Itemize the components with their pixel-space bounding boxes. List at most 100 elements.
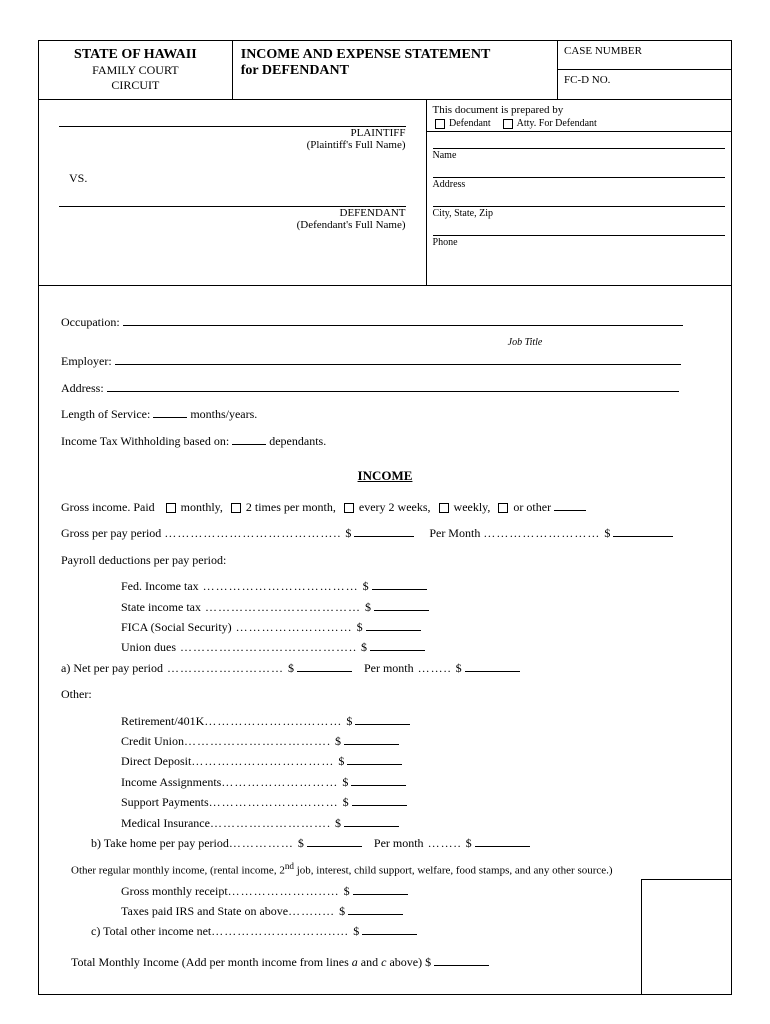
medical-input[interactable] [344, 826, 399, 827]
fica-row: FICA (Social Security) ……………………… $ [121, 617, 709, 637]
fed-row: Fed. Income tax ……………………………… $ [121, 576, 709, 596]
gross-monthly-input[interactable] [353, 894, 408, 895]
name-label: Name [427, 149, 731, 163]
job-title-label: Job Title [341, 334, 709, 351]
gross-monthly-row: Gross monthly receipt…………………..… $ [121, 881, 709, 901]
other-label: or other [513, 500, 551, 514]
deductions-header: Payroll deductions per pay period: [61, 550, 709, 570]
withholding-row: Income Tax Withholding based on: dependa… [61, 431, 709, 451]
dots2: ……………………… [483, 526, 604, 540]
plaintiff-label: PLAINTIFF [49, 127, 406, 139]
occupation-input[interactable] [123, 325, 683, 326]
employer-row: Employer: [61, 351, 709, 371]
state-name: STATE OF HAWAII [47, 47, 224, 63]
parties-row: PLAINTIFF (Plaintiff's Full Name) VS. DE… [39, 100, 731, 286]
income-assign-row: Income Assignments……………………… $ [121, 772, 709, 792]
net-a-pm-input[interactable] [465, 671, 520, 672]
vs-label: VS. [69, 171, 416, 186]
retirement-row: Retirement/401K…………………..……… $ [121, 711, 709, 731]
checkbox-twice[interactable] [231, 503, 241, 513]
defendant-full: (Defendant's Full Name) [49, 219, 406, 231]
every2-label: every 2 weeks, [359, 500, 431, 514]
state-row: State income tax ……………………………… $ [121, 597, 709, 617]
per-month-input[interactable] [613, 536, 673, 537]
credit-union-input[interactable] [344, 744, 399, 745]
checkbox-weekly[interactable] [439, 503, 449, 513]
preparer-cell: This document is prepared by Defendant A… [427, 100, 731, 285]
weekly-label: weekly, [454, 500, 491, 514]
gross-per-input[interactable] [354, 536, 414, 537]
total-monthly-row: Total Monthly Income (Add per month inco… [71, 952, 709, 972]
prepared-by-label: This document is prepared by [427, 100, 731, 118]
opt-atty: Atty. For Defendant [517, 118, 597, 129]
phone-label: Phone [427, 236, 731, 250]
checkbox-every2[interactable] [344, 503, 354, 513]
checkbox-other[interactable] [498, 503, 508, 513]
gross-per-label: Gross per pay period [61, 526, 161, 540]
other-input[interactable] [554, 510, 586, 511]
form-title-1: INCOME AND EXPENSE STATEMENT [241, 47, 549, 63]
direct-deposit-row: Direct Deposit…………………………… $ [121, 751, 709, 771]
gross-paid-row: Gross income. Paid monthly, 2 times per … [61, 497, 709, 517]
twice-label: 2 times per month, [246, 500, 336, 514]
other-regular-note: Other regular monthly income, (rental in… [71, 859, 709, 880]
employer-input[interactable] [115, 364, 681, 365]
net-a-row: a) Net per pay period ……………………… $ Per mo… [61, 658, 709, 678]
length-label: Length of Service: [61, 407, 150, 421]
state-input[interactable] [374, 610, 429, 611]
header-state-cell: STATE OF HAWAII FAMILY COURT CIRCUIT [39, 41, 233, 99]
dots1: ………………………………….. [164, 526, 345, 540]
gross-paid-label: Gross income. Paid [61, 500, 155, 514]
other-income-list: Gross monthly receipt…………………..… $ Taxes … [61, 881, 709, 922]
dependants-label: dependants. [269, 434, 326, 448]
credit-union-row: Credit Union……………………………. $ [121, 731, 709, 751]
plaintiff-full: (Plaintiff's Full Name) [49, 139, 406, 151]
total-other-input[interactable] [362, 934, 417, 935]
medical-row: Medical Insurance………………………. $ [121, 813, 709, 833]
support-input[interactable] [352, 805, 407, 806]
checkbox-monthly[interactable] [166, 503, 176, 513]
length-row: Length of Service: months/years. [61, 404, 709, 424]
direct-deposit-input[interactable] [347, 764, 402, 765]
parties-cell: PLAINTIFF (Plaintiff's Full Name) VS. DE… [39, 100, 427, 285]
fed-input[interactable] [372, 589, 427, 590]
employer-label: Employer: [61, 354, 112, 368]
circuit-label: CIRCUIT [47, 78, 224, 93]
fcd-label: FC-D NO. [558, 70, 731, 98]
per-month-label: Per Month [429, 526, 480, 540]
dependants-input[interactable] [232, 444, 266, 445]
address-label: Address [427, 178, 731, 192]
support-row: Support Payments………………………… $ [121, 792, 709, 812]
retirement-input[interactable] [355, 724, 410, 725]
take-home-pm-input[interactable] [475, 846, 530, 847]
court-name: FAMILY COURT [47, 63, 224, 78]
checkbox-defendant[interactable] [435, 119, 445, 129]
opt-defendant: Defendant [449, 118, 491, 129]
total-monthly-input[interactable] [434, 965, 489, 966]
take-home-input[interactable] [307, 846, 362, 847]
months-years: months/years. [190, 407, 257, 421]
fica-input[interactable] [366, 630, 421, 631]
defendant-label: DEFENDANT [49, 207, 406, 219]
emp-address-input[interactable] [107, 391, 679, 392]
checkbox-atty[interactable] [503, 119, 513, 129]
taxes-paid-input[interactable] [348, 914, 403, 915]
union-input[interactable] [370, 650, 425, 651]
header-case-cell: CASE NUMBER FC-D NO. [558, 41, 731, 99]
emp-address-label: Address: [61, 381, 104, 395]
form-container: STATE OF HAWAII FAMILY COURT CIRCUIT INC… [38, 40, 732, 995]
city-label: City, State, Zip [427, 207, 731, 221]
union-row: Union dues ………………………………….. $ [121, 637, 709, 657]
address-row: Address: [61, 378, 709, 398]
income-assign-input[interactable] [351, 785, 406, 786]
take-home-row: b) Take home per pay period…………… $ Per m… [61, 833, 709, 853]
occupation-label: Occupation: [61, 315, 120, 329]
net-a-input[interactable] [297, 671, 352, 672]
preparer-options: Defendant Atty. For Defendant [427, 118, 731, 132]
other-list: Retirement/401K…………………..……… $ Credit Uni… [61, 711, 709, 833]
other-header: Other: [61, 684, 709, 704]
length-input[interactable] [153, 417, 187, 418]
total-other-row: c) Total other income net………………………..… $ [61, 921, 709, 941]
case-number-label: CASE NUMBER [558, 41, 731, 70]
gross-per-row: Gross per pay period ………………………………….. $ P… [61, 523, 709, 543]
